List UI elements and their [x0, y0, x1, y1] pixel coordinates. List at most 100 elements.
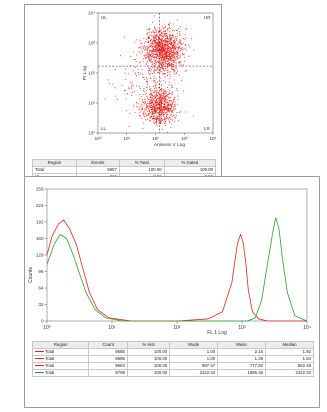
scatter-point: [173, 40, 175, 42]
scatter-point: [162, 40, 164, 42]
scatter-point: [179, 63, 181, 65]
scatter-point: [161, 44, 163, 46]
scatter-point: [161, 52, 163, 54]
scatter-point: [166, 35, 168, 37]
scatter-point: [157, 66, 159, 68]
table-cell: Total: [32, 166, 77, 174]
scatter-point: [166, 55, 168, 57]
scatter-point: [168, 109, 170, 111]
scatter-point: [146, 86, 148, 88]
scatter-point: [155, 85, 157, 87]
scatter-point: [158, 103, 159, 105]
scatter-point: [155, 36, 157, 38]
scatter-point: [156, 121, 157, 123]
scatter-point: [163, 107, 165, 109]
scatter-point: [165, 118, 167, 120]
scatter-point: [166, 106, 168, 107]
scatter-point: [150, 88, 152, 90]
scatter-point: [170, 108, 171, 110]
scatter-point: [156, 97, 158, 99]
scatter-point: [153, 49, 155, 50]
scatter-point: [155, 105, 156, 107]
scatter-point: [152, 43, 154, 45]
scatter-point: [170, 49, 172, 51]
scatter-point: [156, 43, 158, 45]
scatter-point: [165, 56, 167, 58]
scatter-point: [146, 80, 147, 82]
scatter-point: [154, 60, 156, 62]
series-swatch: [35, 372, 44, 374]
scatter-point: [173, 43, 175, 45]
scatter-point: [153, 107, 155, 109]
scatter-point: [153, 108, 155, 110]
scatter-point: [150, 66, 152, 68]
scatter-point: [165, 113, 167, 115]
scatter-point: [161, 109, 163, 111]
y-tick-label: 64: [38, 286, 44, 291]
scatter-point: [168, 37, 170, 38]
scatter-point: [170, 108, 172, 110]
scatter-point: [155, 59, 156, 61]
scatter-point: [166, 51, 168, 53]
scatter-point: [144, 103, 146, 105]
scatter-point: [174, 38, 176, 40]
table-cell: 100.00: [126, 348, 171, 356]
scatter-point: [160, 49, 161, 51]
scatter-point: [165, 103, 167, 105]
scatter-point: [153, 30, 155, 32]
scatter-point: [157, 92, 159, 93]
scatter-point: [175, 68, 177, 70]
scatter-point: [162, 56, 164, 58]
scatter-point: [161, 98, 163, 100]
scatter-point: [156, 108, 158, 110]
scatter-point: [181, 44, 183, 46]
scatter-point: [151, 101, 153, 103]
scatter-point: [154, 31, 156, 33]
scatter-point: [152, 97, 154, 99]
table-row: Total 9685 100.00 1.00 2.15 1.92: [31, 348, 314, 356]
scatter-point: [168, 116, 170, 118]
scatter-point: [165, 57, 166, 59]
scatter-point: [168, 96, 170, 98]
scatter-point: [156, 53, 158, 55]
scatter-point: [162, 96, 163, 98]
scatter-point: [178, 74, 180, 76]
scatter-point: [146, 82, 148, 83]
scatter-point: [167, 104, 169, 106]
scatter-point: [154, 112, 155, 114]
scatter-point: [160, 54, 162, 56]
scatter-point: [184, 34, 186, 36]
scatter-point: [154, 90, 156, 92]
scatter-point: [161, 57, 163, 58]
scatter-point: [153, 65, 155, 67]
scatter-point: [161, 25, 163, 27]
scatter-point: [150, 51, 152, 53]
scatter-point: [156, 57, 157, 59]
scatter-point: [169, 58, 171, 60]
scatter-point: [173, 46, 175, 48]
scatter-point: [158, 102, 160, 104]
scatter-point: [129, 113, 131, 115]
region-cell: Total: [31, 348, 90, 356]
scatter-point: [167, 109, 169, 111]
x-axis-label: Annexin V Log: [154, 142, 186, 148]
scatter-point: [147, 37, 149, 39]
scatter-point: [169, 74, 171, 75]
scatter-point: [148, 114, 150, 115]
region-label: Total: [44, 370, 55, 375]
scatter-point: [173, 57, 175, 58]
scatter-point: [158, 69, 160, 71]
scatter-point: [151, 103, 153, 105]
scatter-point: [171, 105, 173, 107]
x-tick-label: 10⁰: [95, 136, 102, 141]
scatter-point: [156, 110, 157, 112]
scatter-point: [151, 111, 153, 113]
scatter-point: [161, 40, 163, 42]
scatter-point: [142, 128, 144, 130]
scatter-point: [156, 42, 158, 44]
scatter-point: [166, 69, 168, 71]
scatter-point: [167, 114, 169, 116]
scatter-point: [170, 48, 172, 49]
scatter-point: [162, 65, 164, 67]
